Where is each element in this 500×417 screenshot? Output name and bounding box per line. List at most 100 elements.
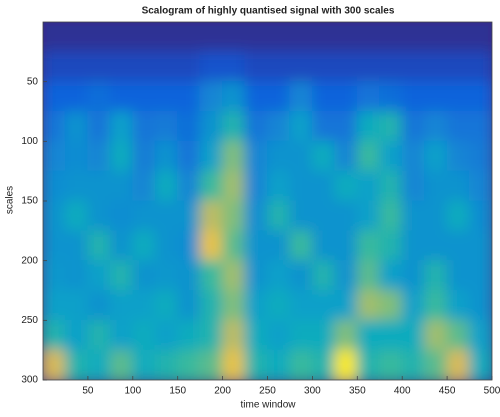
heatmap-cell bbox=[64, 111, 89, 142]
heatmap-cell bbox=[154, 230, 179, 262]
heatmap-cell bbox=[87, 81, 111, 112]
heatmap-cell bbox=[424, 319, 448, 351]
heatmap-cell bbox=[64, 260, 89, 291]
heatmap-cell bbox=[311, 111, 336, 142]
heatmap-cell bbox=[311, 51, 336, 83]
heatmap-cell bbox=[424, 22, 448, 53]
heatmap-cell bbox=[64, 51, 89, 83]
heatmap-cell bbox=[446, 260, 471, 291]
x-tick-label: 500 bbox=[484, 386, 500, 397]
heatmap-cell bbox=[289, 260, 313, 291]
heatmap-cell bbox=[379, 230, 403, 262]
y-tick-label: 150 bbox=[21, 196, 38, 207]
heatmap-cell bbox=[64, 319, 89, 351]
heatmap-cell bbox=[424, 290, 448, 321]
heatmap-cell bbox=[334, 51, 358, 83]
heatmap-cell bbox=[289, 111, 313, 142]
heatmap-cell bbox=[87, 319, 111, 351]
heatmap-cell bbox=[469, 170, 492, 202]
heatmap-cell bbox=[244, 51, 268, 83]
heatmap-cell bbox=[177, 200, 201, 232]
heatmap-cell bbox=[401, 81, 426, 112]
heatmap-cell bbox=[401, 170, 426, 202]
heatmap-cell bbox=[446, 200, 471, 232]
heatmap-cell bbox=[132, 81, 156, 112]
heatmap-cell bbox=[177, 22, 201, 53]
heatmap-cell bbox=[401, 22, 426, 53]
heatmap-cell bbox=[109, 111, 134, 142]
heatmap-cell bbox=[356, 140, 381, 172]
heatmap-cell bbox=[289, 290, 313, 321]
heatmap-cell bbox=[356, 22, 381, 53]
x-tick-label: 250 bbox=[259, 386, 276, 397]
heatmap-cell bbox=[446, 290, 471, 321]
chart-title: Scalogram of highly quantised signal wit… bbox=[142, 6, 395, 17]
heatmap-cell bbox=[87, 111, 111, 142]
heatmap-cell bbox=[43, 111, 66, 142]
x-tick-label: 300 bbox=[304, 386, 321, 397]
heatmap-cell bbox=[446, 22, 471, 53]
heatmap-cell bbox=[289, 319, 313, 351]
heatmap-cell bbox=[43, 170, 66, 202]
heatmap-cell bbox=[244, 81, 268, 112]
heatmap-cell bbox=[334, 290, 358, 321]
heatmap-cell bbox=[132, 290, 156, 321]
heatmap-cell bbox=[379, 140, 403, 172]
heatmap-cell bbox=[199, 349, 224, 380]
heatmap-cell bbox=[87, 140, 111, 172]
heatmap-cell bbox=[109, 22, 134, 53]
heatmap-cell bbox=[311, 290, 336, 321]
heatmap-cell bbox=[424, 230, 448, 262]
heatmap-cell bbox=[177, 230, 201, 262]
heatmap-cell bbox=[446, 349, 471, 380]
x-tick-label: 200 bbox=[214, 386, 231, 397]
heatmap-cell bbox=[334, 200, 358, 232]
heatmap-cell bbox=[334, 81, 358, 112]
heatmap-cell bbox=[379, 260, 403, 291]
heatmap-cell bbox=[154, 140, 179, 172]
heatmap-cell bbox=[401, 319, 426, 351]
heatmap-cell bbox=[132, 51, 156, 83]
heatmap-cell bbox=[334, 230, 358, 262]
heatmap-cell bbox=[469, 200, 492, 232]
heatmap-cell bbox=[356, 170, 381, 202]
heatmap-cell bbox=[177, 349, 201, 380]
heatmap-cell bbox=[289, 81, 313, 112]
heatmap-cell bbox=[132, 349, 156, 380]
heatmap-cell bbox=[267, 230, 291, 262]
heatmap-cell bbox=[132, 170, 156, 202]
heatmap-cell bbox=[401, 200, 426, 232]
heatmap-cell bbox=[244, 260, 268, 291]
heatmap-cell bbox=[222, 111, 246, 142]
heatmap-cell bbox=[43, 290, 66, 321]
heatmap-cell bbox=[356, 319, 381, 351]
heatmap-cell bbox=[469, 230, 492, 262]
heatmap-cell bbox=[311, 260, 336, 291]
heatmap-cell bbox=[64, 22, 89, 53]
heatmap-cell bbox=[401, 51, 426, 83]
heatmap-cell bbox=[222, 51, 246, 83]
heatmap-cell bbox=[222, 230, 246, 262]
heatmap-cell bbox=[132, 111, 156, 142]
heatmap-cell bbox=[356, 81, 381, 112]
heatmap-cell bbox=[87, 51, 111, 83]
heatmap-cell bbox=[469, 349, 492, 380]
heatmap-cell bbox=[267, 200, 291, 232]
heatmap-cell bbox=[446, 111, 471, 142]
heatmap-cell bbox=[43, 260, 66, 291]
heatmap-cell bbox=[311, 349, 336, 380]
heatmap-cell bbox=[469, 81, 492, 112]
heatmap-cell bbox=[109, 81, 134, 112]
heatmap-cell bbox=[87, 260, 111, 291]
y-tick-label: 50 bbox=[27, 76, 39, 87]
heatmap-cell bbox=[469, 111, 492, 142]
heatmap-cell bbox=[244, 319, 268, 351]
heatmap-cell bbox=[446, 81, 471, 112]
heatmap-cell bbox=[244, 140, 268, 172]
heatmap-cell bbox=[244, 349, 268, 380]
heatmap-cell bbox=[356, 290, 381, 321]
heatmap-cells bbox=[43, 22, 492, 380]
heatmap-cell bbox=[424, 260, 448, 291]
heatmap-cell bbox=[334, 170, 358, 202]
heatmap-cell bbox=[87, 230, 111, 262]
